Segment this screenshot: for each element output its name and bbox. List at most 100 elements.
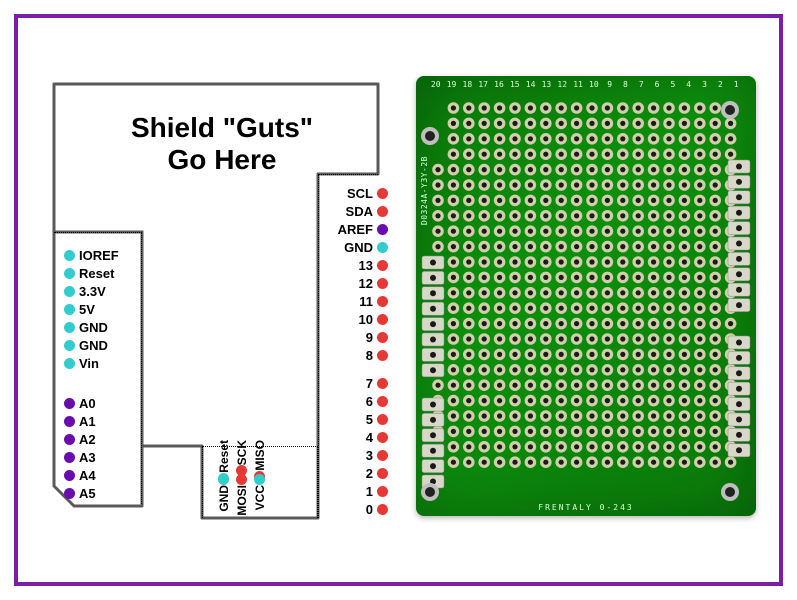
pin-label: A0 — [79, 396, 96, 411]
pin-dot — [377, 396, 388, 407]
pin-label: 13 — [359, 258, 373, 273]
pin-dot — [64, 416, 75, 427]
pin-sda: SDA — [338, 202, 388, 220]
pin-dot — [377, 504, 388, 515]
icsp-pin-gnd: GND — [218, 474, 229, 516]
title-line-2: Go Here — [46, 144, 398, 176]
pin-6: 6 — [366, 392, 388, 410]
pcb-hole-grid — [416, 76, 756, 516]
pin-3: 3 — [366, 446, 388, 464]
pin-10: 10 — [338, 310, 388, 328]
pin-8: 8 — [338, 346, 388, 364]
pin-a1: A1 — [64, 412, 96, 430]
analog-header: A0 A1 A2 A3A4 A5 — [64, 394, 96, 502]
icsp-pin-vcc: VCC — [254, 474, 265, 516]
pcb-bottom-silk: FRENTALY 0-243 — [416, 503, 756, 512]
pin-dot — [64, 434, 75, 445]
pin-12: 12 — [338, 274, 388, 292]
pin-dot — [64, 452, 75, 463]
pin-label: VCC — [253, 485, 267, 510]
pin-dot — [377, 332, 388, 343]
pin-label: MISO — [253, 440, 267, 471]
pin-dot — [64, 304, 75, 315]
pin-label: A2 — [79, 432, 96, 447]
pin-label: AREF — [338, 222, 373, 237]
pin-label: GND — [217, 485, 231, 512]
digital-header-upper: SCL SDA AREFGND 13 12 11 10 9 8 — [338, 184, 388, 364]
pin-label: 7 — [366, 376, 373, 391]
pin-scl: SCL — [338, 184, 388, 202]
pin-dot — [377, 450, 388, 461]
pin-label: 2 — [366, 466, 373, 481]
pin-11: 11 — [338, 292, 388, 310]
pin-gnd: GND — [338, 238, 388, 256]
pin-label: 8 — [366, 348, 373, 363]
pin-aref: AREF — [338, 220, 388, 238]
pin-dot — [377, 278, 388, 289]
pin-dot — [377, 314, 388, 325]
pcb-side-silk: D0324A-Y3Y-2B — [420, 156, 429, 225]
pin-label: A1 — [79, 414, 96, 429]
pin-5: 5 — [366, 410, 388, 428]
protoshield-pcb: 2019181716151413121110987654321 FRENTALY… — [416, 76, 756, 516]
pin-label: 1 — [366, 484, 373, 499]
pin-dot — [377, 432, 388, 443]
pin-label: A3 — [79, 450, 96, 465]
pin-a4: A4 — [64, 466, 96, 484]
pin-label: Reset — [79, 266, 114, 281]
pin-vin: Vin — [64, 354, 119, 372]
shield-title: Shield "Guts" Go Here — [46, 112, 398, 176]
pin-label: 0 — [366, 502, 373, 517]
pin-ioref: IOREF — [64, 246, 119, 264]
pin-label: 6 — [366, 394, 373, 409]
pin-dot — [377, 296, 388, 307]
pin-dot — [64, 322, 75, 333]
pin-dot — [64, 250, 75, 261]
pin-label: 11 — [359, 294, 373, 309]
pin-label: 10 — [359, 312, 373, 327]
icsp-pin-mosi: MOSI — [236, 474, 247, 516]
pin-label: A5 — [79, 486, 96, 501]
pin-label: Vin — [79, 356, 99, 371]
power-header: IOREF Reset3.3V 5V GND GND Vin — [64, 246, 119, 372]
pin-a0: A0 — [64, 394, 96, 412]
pin-2: 2 — [366, 464, 388, 482]
pin-5v: 5V — [64, 300, 119, 318]
pin-label: 9 — [366, 330, 373, 345]
pin-dot — [377, 260, 388, 271]
pin-a2: A2 — [64, 430, 96, 448]
pin-dot — [254, 474, 265, 485]
pin-label: GND — [79, 338, 108, 353]
pin-dot — [64, 488, 75, 499]
pin-label: SCK — [235, 440, 249, 465]
pin-3.3v: 3.3V — [64, 282, 119, 300]
pin-label: Reset — [217, 440, 231, 473]
pin-dot — [64, 340, 75, 351]
pin-gnd: GND — [64, 318, 119, 336]
pin-dot — [377, 206, 388, 217]
pin-label: 3 — [366, 448, 373, 463]
pin-7: 7 — [366, 374, 388, 392]
pin-label: 5 — [366, 412, 373, 427]
pin-dot — [64, 268, 75, 279]
pin-label: MOSI — [235, 485, 249, 516]
pin-a3: A3 — [64, 448, 96, 466]
title-line-1: Shield "Guts" — [46, 112, 398, 144]
pin-dot — [377, 414, 388, 425]
pin-dot — [377, 378, 388, 389]
pin-dot — [377, 188, 388, 199]
pin-label: 12 — [359, 276, 373, 291]
icsp-bottom-row: GND MOSI VCC — [218, 474, 265, 516]
pin-dot — [64, 286, 75, 297]
pin-reset: Reset — [64, 264, 119, 282]
pin-gnd: GND — [64, 336, 119, 354]
pin-label: 5V — [79, 302, 95, 317]
pin-dot — [218, 474, 229, 485]
pin-dot — [377, 350, 388, 361]
pin-label: IOREF — [79, 248, 119, 263]
pin-13: 13 — [338, 256, 388, 274]
pin-label: SCL — [347, 186, 373, 201]
pin-label: SDA — [346, 204, 373, 219]
pin-label: GND — [79, 320, 108, 335]
pin-dot — [64, 358, 75, 369]
